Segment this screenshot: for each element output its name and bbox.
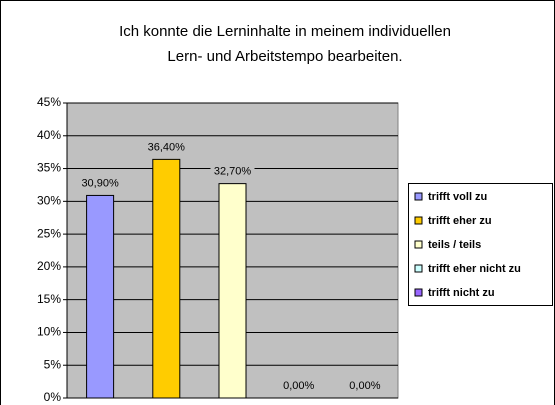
legend-label: trifft voll zu bbox=[428, 191, 487, 203]
y-tick-label: 0% bbox=[44, 390, 62, 404]
value-label-bg bbox=[342, 378, 387, 394]
y-tick-label: 20% bbox=[37, 259, 61, 273]
value-label: 0,00% bbox=[283, 380, 314, 392]
legend-swatch bbox=[414, 264, 423, 273]
bar bbox=[218, 183, 247, 399]
legend-label: teils / teils bbox=[428, 239, 481, 251]
legend-swatch bbox=[414, 240, 423, 249]
value-label: 0,00% bbox=[349, 380, 380, 392]
chart-title: Lern- und Arbeitstempo bearbeiten. bbox=[167, 48, 402, 65]
y-tick-label: 45% bbox=[37, 95, 61, 109]
legend bbox=[408, 183, 553, 306]
legend-swatch bbox=[414, 216, 423, 225]
y-tick-label: 30% bbox=[37, 194, 61, 208]
legend-swatch bbox=[414, 192, 423, 201]
y-tick-label: 5% bbox=[44, 357, 62, 371]
legend-label: trifft nicht zu bbox=[428, 287, 495, 299]
bar bbox=[86, 194, 115, 399]
value-label-bg bbox=[276, 378, 321, 394]
chart-title: Ich konnte die Lerninhalte in meinem ind… bbox=[119, 23, 451, 40]
y-tick-label: 40% bbox=[37, 128, 61, 142]
y-tick-label: 25% bbox=[37, 226, 61, 240]
value-label: 30,90% bbox=[81, 177, 119, 189]
value-label: 36,40% bbox=[148, 141, 186, 153]
value-label-bg bbox=[78, 175, 123, 192]
legend-label: trifft eher nicht zu bbox=[428, 263, 521, 275]
y-tick-label: 15% bbox=[37, 292, 61, 306]
legend-swatch bbox=[414, 288, 423, 297]
legend-label: trifft eher zu bbox=[428, 215, 492, 227]
value-label-bg bbox=[210, 163, 255, 180]
value-label-bg bbox=[144, 139, 189, 156]
bar bbox=[152, 158, 181, 399]
value-label: 32,70% bbox=[214, 166, 252, 178]
y-tick-label: 10% bbox=[37, 325, 61, 339]
y-tick-label: 35% bbox=[37, 161, 61, 175]
